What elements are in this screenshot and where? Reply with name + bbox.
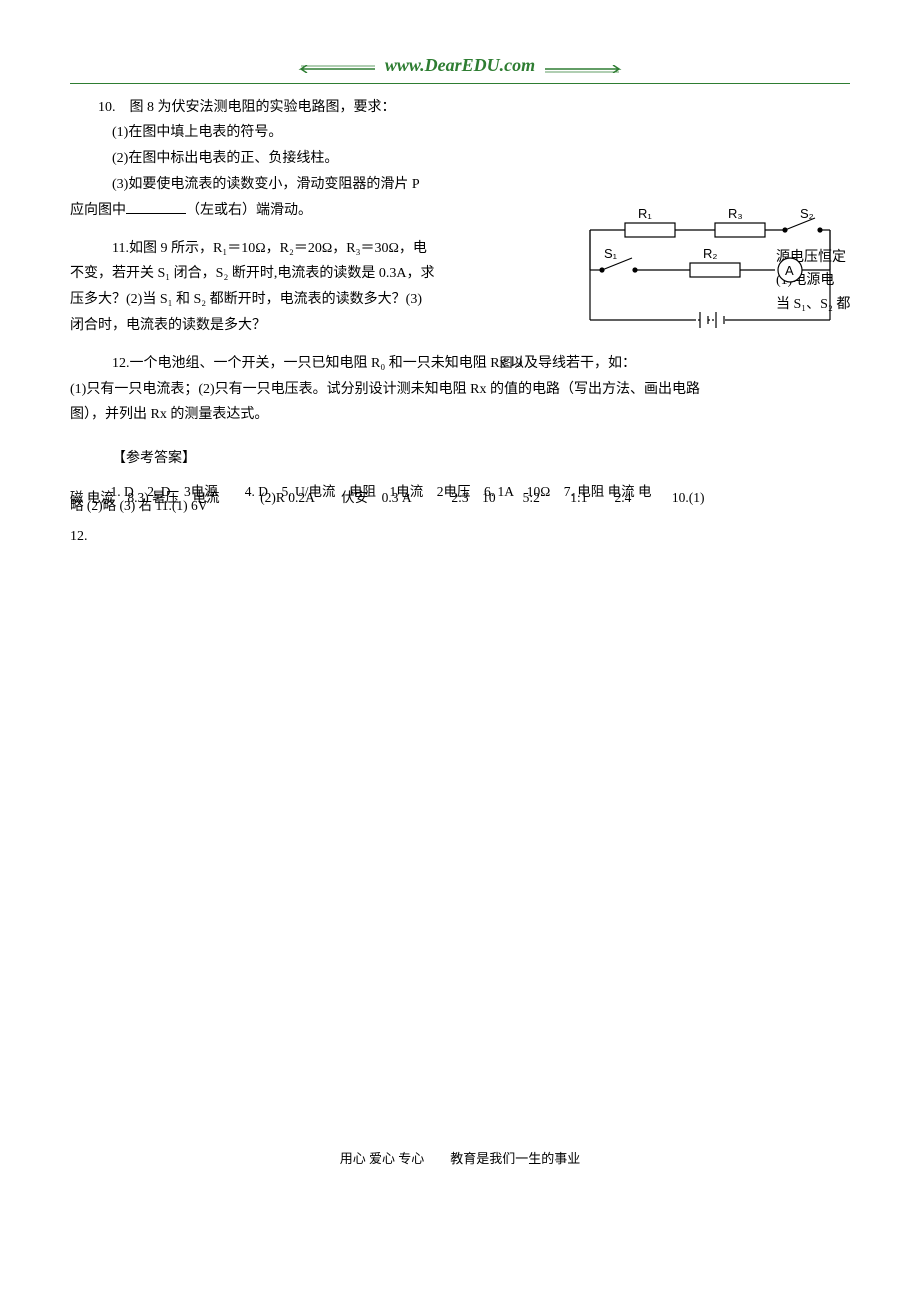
q10-title: 10. 图 8 为伏安法测电阻的实验电路图，要求： [70,96,850,120]
label-r3: R₃ [728,206,743,221]
label-s2: S₂ [800,206,814,221]
q11-l1: 11.如图 9 所示，R₁＝10Ω，R₂＝20Ω，R₃＝30Ω，电 [70,237,500,261]
content: 10. 图 8 为伏安法测电阻的实验电路图，要求： (1)在图中填上电表的符号。… [70,96,850,549]
fig9-label: 图 9 [500,355,523,370]
q10-item2: (2)在图中标出电表的正、负接线柱。 [70,147,850,171]
blank-input[interactable] [126,199,186,214]
q12-l3: 图），并列出 Rx 的测量表达式。 [70,403,850,427]
ans-q12: 12. [70,525,850,549]
q12-l1: 12.一个电池组、一个开关，一只已知电阻 R₀ 和一只未知电阻 Rx 以及导线若… [70,352,850,376]
page-header: www.DearEDU.com [70,50,850,84]
ans-layer3: 略 (2)略 (3) 右 11.(1) 6V [70,495,207,518]
page-footer: 用心 爱心 专心 教育是我们一生的事业 [0,1148,920,1170]
q11-l3: 压多大？(2)当 S₁ 和 S₂ 都断开时，电流表的读数多大？(3) [70,288,500,312]
answers-block: 磁 电流 8.3) 暑压 电流 (2)R 0.2A 伏安 0.3 A 2:3 1… [70,479,850,519]
circuit-diagram: R₁ R₃ S₂ S₁ R₂ A [580,200,840,340]
arrow-left-icon [295,65,375,71]
q12-l2: (1)只有一只电流表；(2)只有一只电压表。试分别设计测未知电阻 Rx 的值的电… [70,378,850,402]
label-r2: R₂ [703,246,717,261]
q10-3b-post: （左或右）端滑动。 [186,203,312,218]
label-r1: R₁ [638,206,652,221]
q11-l2: 不变，若开关 S₁ 闭合，S₂ 断开时,电流表的读数是 0.3A，求 [70,262,500,286]
label-a: A [785,263,794,278]
spacer [70,340,850,350]
answers-title: 【参考答案】 [70,447,850,471]
label-s1: S₁ [604,246,618,261]
page: www.DearEDU.com 10. 图 8 为伏安法测电阻的实验电路图，要求… [0,0,920,1200]
q10-item1: (1)在图中填上电表的符号。 [70,121,850,145]
q10-item3a: (3)如要使电流表的读数变小，滑动变阻器的滑片 P [70,173,850,197]
arrow-right-icon [545,65,625,71]
site-url: www.DearEDU.com [385,55,535,75]
q12-l1-text: 12.一个电池组、一个开关，一只已知电阻 R₀ 和一只未知电阻 Rx 以及导线若… [112,356,636,371]
q10-3b-pre: 应向图中 [70,203,126,218]
